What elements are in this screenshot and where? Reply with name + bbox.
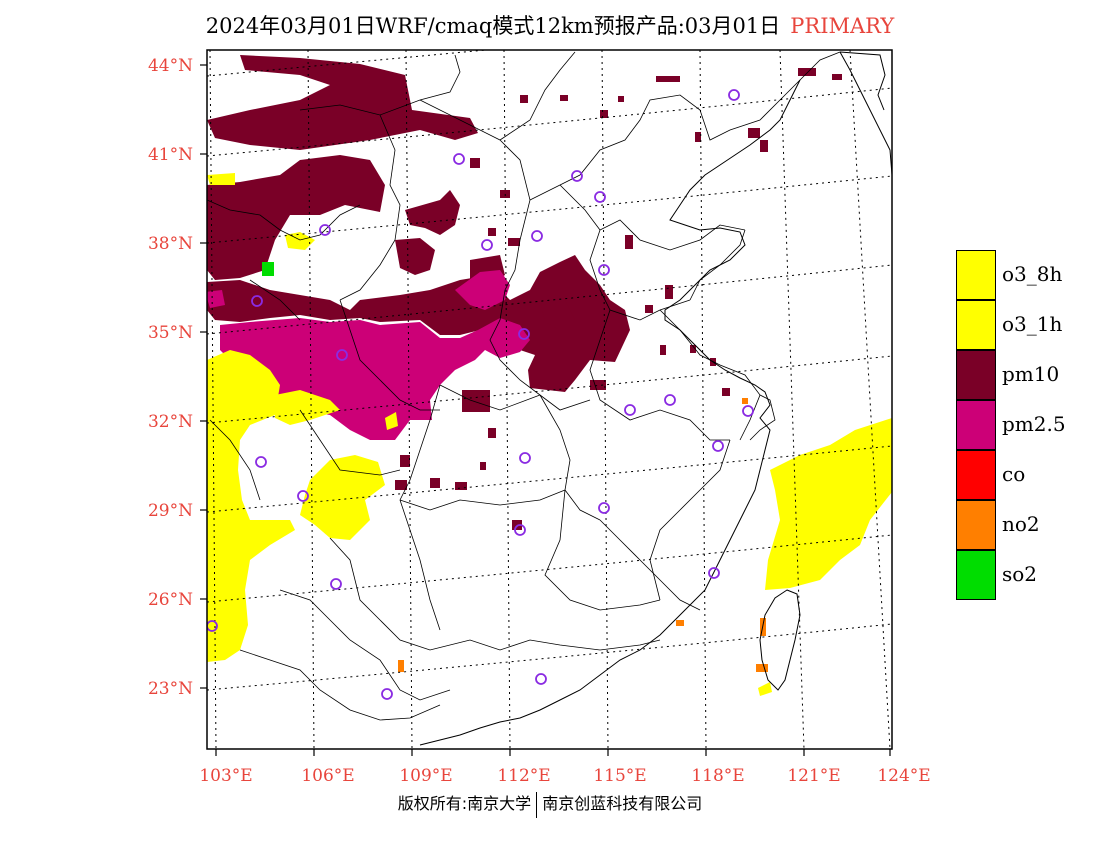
lat-label: 38°N (148, 234, 193, 254)
lat-label: 32°N (148, 412, 193, 432)
lat-label: 26°N (148, 590, 193, 610)
legend-item-so2: so2 (956, 550, 1096, 600)
station-marker (598, 264, 610, 276)
lon-label: 124°E (877, 766, 930, 786)
lat-label: 23°N (148, 679, 193, 699)
copyright-left: 版权所有:南京大学 (397, 794, 532, 813)
legend-item-co: co (956, 450, 1096, 500)
station-marker (598, 502, 610, 514)
legend-swatch (956, 550, 996, 600)
station-marker (535, 673, 547, 685)
station-marker (531, 230, 543, 242)
lon-label: 118°E (691, 766, 744, 786)
legend-item-no2: no2 (956, 500, 1096, 550)
station-marker (571, 170, 583, 182)
copyright-right: 南京创蓝科技有限公司 (542, 794, 703, 813)
station-marker (336, 349, 348, 361)
station-markers (207, 89, 754, 700)
legend-label: pm10 (1002, 362, 1060, 386)
legend-swatch (956, 250, 996, 300)
latitude-labels: 44°N 41°N 38°N 35°N 32°N 29°N 26°N 23°N (148, 56, 193, 699)
station-marker (381, 688, 393, 700)
pm10-region (207, 55, 842, 530)
station-marker (594, 191, 606, 203)
station-marker (330, 578, 342, 590)
lon-label: 112°E (497, 766, 550, 786)
lat-label: 44°N (148, 56, 193, 76)
station-marker (712, 440, 724, 452)
copyright-separator (536, 791, 538, 818)
map-title: 2024年03月01日WRF/cmaq模式12km预报产品:03月01日 PRIM… (0, 10, 1100, 40)
coastline (419, 51, 892, 746)
legend-swatch (956, 450, 996, 500)
lon-label: 115°E (593, 766, 646, 786)
o3-region (207, 173, 892, 696)
legend-swatch (956, 300, 996, 350)
title-tag: PRIMARY (790, 14, 895, 38)
legend-label: so2 (1002, 562, 1038, 586)
station-marker (481, 239, 493, 251)
title-main: 2024年03月01日WRF/cmaq模式12km预报产品:03月01日 (205, 14, 781, 38)
lon-label: 121°E (787, 766, 840, 786)
legend-item-pm25: pm2.5 (956, 400, 1096, 450)
station-marker (728, 89, 740, 101)
copyright-footer: 版权所有:南京大学 南京创蓝科技有限公司 (0, 790, 1100, 818)
station-marker (207, 620, 218, 632)
axis-ticks (200, 64, 891, 756)
station-marker (519, 452, 531, 464)
longitude-labels: 103°E 106°E 109°E 112°E 115°E 118°E 121°… (199, 766, 930, 786)
station-marker (255, 456, 267, 468)
station-marker (453, 153, 465, 165)
legend-label: o3_1h (1002, 312, 1063, 336)
lon-label: 106°E (301, 766, 354, 786)
lon-label: 103°E (199, 766, 252, 786)
legend-label: pm2.5 (1002, 412, 1066, 436)
graticule (207, 50, 892, 749)
station-marker (664, 394, 676, 406)
station-marker (251, 295, 263, 307)
legend-item-o3-1h: o3_1h (956, 300, 1096, 350)
so2-region (262, 262, 274, 276)
station-marker (708, 567, 720, 579)
legend-label: o3_8h (1002, 262, 1063, 286)
legend-item-o3-8h: o3_8h (956, 250, 1096, 300)
station-marker (297, 490, 309, 502)
legend-swatch (956, 350, 996, 400)
legend-label: no2 (1002, 512, 1040, 536)
legend-label: co (1002, 462, 1026, 486)
station-marker (518, 328, 530, 340)
lat-label: 41°N (148, 145, 193, 165)
station-marker (514, 524, 526, 536)
legend-swatch (956, 500, 996, 550)
legend-item-pm10: pm10 (956, 350, 1096, 400)
map-frame (206, 49, 893, 750)
station-marker (742, 405, 754, 417)
station-marker (319, 224, 331, 236)
station-marker (624, 404, 636, 416)
lon-label: 109°E (399, 766, 452, 786)
forecast-map: 44°N 41°N 38°N 35°N 32°N 29°N 26°N 23°N … (148, 49, 931, 786)
lat-label: 35°N (148, 323, 193, 343)
province-boundaries (207, 51, 841, 721)
legend-swatch (956, 400, 996, 450)
lat-label: 29°N (148, 501, 193, 521)
